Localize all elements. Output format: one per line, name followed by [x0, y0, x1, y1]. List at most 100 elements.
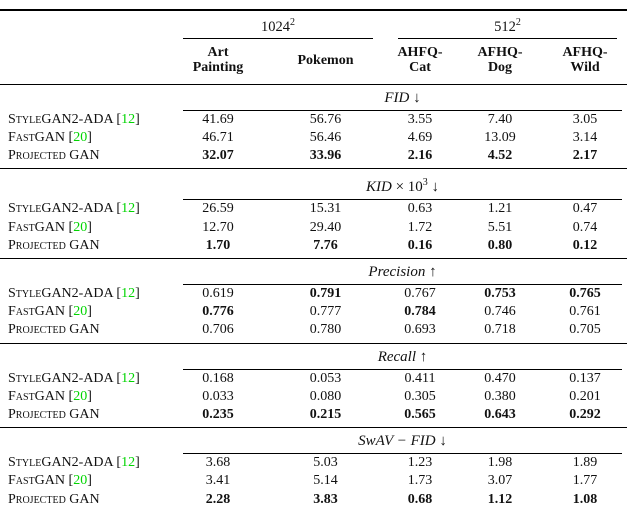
citation-ref[interactable]: 12: [121, 286, 136, 302]
method-label: StyleGAN2-ADA [12]: [8, 286, 140, 302]
metric-value: 4.69: [407, 130, 433, 146]
metric-value: 2.16: [383, 147, 457, 170]
citation-ref[interactable]: 20: [73, 388, 88, 404]
metric-value: 3.41: [205, 473, 231, 489]
column-header: AFHQ- Dog: [457, 38, 543, 85]
method-label: FastGAN [20]: [8, 388, 92, 404]
metric-value: 41.69: [202, 111, 234, 127]
metric-value: 2.17: [543, 147, 627, 170]
method-label: StyleGAN2-ADA [12]: [8, 201, 140, 217]
metric-value: 7.76: [268, 236, 383, 260]
metric-value: 0.767: [404, 286, 436, 302]
metric-value: 0.780: [268, 321, 383, 344]
resolution-header: 5122: [398, 11, 617, 39]
metric-value: 29.40: [309, 219, 342, 235]
metric-value: 0.053: [309, 370, 342, 386]
citation-ref[interactable]: 20: [73, 130, 88, 146]
metric-value: 56.76: [309, 111, 342, 127]
resolution-exponent: 2: [515, 17, 521, 28]
method-label: Projected GAN: [0, 321, 168, 344]
metric-name: Recall: [377, 348, 417, 365]
down-arrow-icon: ↓: [409, 89, 421, 106]
metric-value: 0.746: [484, 304, 516, 320]
metric-value: 0.74: [572, 219, 598, 235]
metric-value: 5.51: [487, 219, 513, 235]
citation-ref[interactable]: 12: [121, 370, 136, 386]
metric-section-cell: FID ↓: [168, 84, 627, 111]
metric-value: 0.753: [484, 286, 516, 302]
citation-ref[interactable]: 12: [121, 455, 136, 471]
metric-section-cell: KID × 103 ↓: [168, 169, 627, 201]
metric-value: 0.168: [202, 370, 234, 386]
metric-section-cell: Precision ↑: [168, 259, 627, 286]
table-row: FastGAN [20] 46.71 56.46 4.69 13.09 3.14: [0, 129, 627, 147]
metric-value: 0.791: [309, 286, 342, 302]
up-arrow-icon: ↑: [425, 264, 437, 281]
section-spacer-cell: [0, 169, 168, 201]
metric-value: 0.411: [404, 370, 436, 386]
up-arrow-icon: ↑: [416, 348, 428, 365]
metric-value: 0.470: [484, 370, 516, 386]
metric-value: 13.09: [484, 130, 516, 146]
column-header: AFHQ- Wild: [543, 38, 627, 85]
metric-value: 1.21: [487, 201, 513, 217]
metric-value: 1.98: [487, 455, 513, 471]
method-label: StyleGAN2-ADA [12]: [8, 370, 140, 386]
metric-value: 46.71: [202, 130, 234, 146]
section-metric-label: Precision ↑: [183, 259, 622, 286]
section-spacer-cell: [0, 343, 168, 370]
metric-value: 0.706: [168, 321, 268, 344]
down-arrow-icon: ↓: [427, 179, 440, 196]
table-body: FID ↓ StyleGAN2-ADA [12] 41.69 56.76 3.55 7.4…: [0, 84, 627, 510]
table-row: FastGAN [20] 0.033 0.080 0.305 0.380 0.201: [0, 388, 627, 406]
metric-value: 0.215: [268, 406, 383, 429]
metric-section-row: FID ↓: [0, 84, 627, 111]
table-row: Projected GAN 32.07 33.96 2.16 4.52 2.17: [0, 147, 627, 170]
metric-value: 7.40: [487, 111, 513, 127]
metric-value: 0.137: [569, 370, 601, 386]
column-header: Art Painting: [168, 38, 268, 85]
table-row: Projected GAN 2.28 3.83 0.68 1.12 1.08: [0, 491, 627, 510]
metric-section-row: KID × 103 ↓: [0, 169, 627, 201]
section-metric-label: FID ↓: [183, 85, 622, 111]
method-label: Projected GAN: [8, 491, 100, 507]
metric-value: 0.16: [383, 236, 457, 260]
metric-value: 1.70: [168, 236, 268, 260]
metric-value: 0.201: [569, 388, 601, 404]
method-label: StyleGAN2-ADA [12]: [8, 455, 140, 471]
citation-ref[interactable]: 20: [73, 473, 88, 489]
citation-ref[interactable]: 12: [121, 111, 136, 127]
metric-name: Precision: [368, 264, 426, 281]
metric-value: 0.718: [457, 321, 543, 344]
metric-value: 0.235: [168, 406, 268, 429]
metric-exponent: 3: [422, 177, 428, 189]
metric-value: 1.08: [572, 491, 598, 507]
citation-ref[interactable]: 20: [73, 219, 88, 235]
metric-value: 0.761: [569, 304, 601, 320]
metric-value: 3.83: [313, 491, 338, 507]
down-arrow-icon: ↓: [435, 433, 447, 450]
citation-ref[interactable]: 20: [73, 304, 88, 320]
method-label: StyleGAN2-ADA [12]: [8, 111, 140, 127]
resolution-header: 10242: [183, 11, 373, 39]
metric-value: 1.23: [407, 455, 433, 471]
metric-value: 15.31: [309, 201, 342, 217]
section-spacer-cell: [0, 259, 168, 286]
metric-value: 0.776: [202, 304, 234, 320]
table-row: Projected GAN 1.70 7.76 0.16 0.80 0.12: [0, 236, 627, 260]
dataset-header-row: Art Painting Pokemon AHFQ- Cat AFHQ- Dog AFHQ- W…: [0, 38, 627, 85]
citation-ref[interactable]: 12: [121, 201, 136, 217]
resolution-group-cell: 5122: [383, 10, 627, 39]
metric-value: 1.12: [487, 491, 513, 507]
section-spacer-cell: [0, 428, 168, 455]
method-label: Projected GAN: [0, 236, 168, 260]
metric-value: 3.68: [205, 455, 231, 471]
metric-value: 3.55: [407, 111, 433, 127]
metric-value: 5.03: [313, 455, 338, 471]
metric-value: 0.380: [484, 388, 516, 404]
method-label: FastGAN [20]: [8, 130, 92, 146]
metric-value: 0.12: [543, 236, 627, 260]
section-metric-label: SwAV − FID ↓: [183, 428, 622, 455]
method-label: FastGAN [20]: [8, 304, 92, 320]
